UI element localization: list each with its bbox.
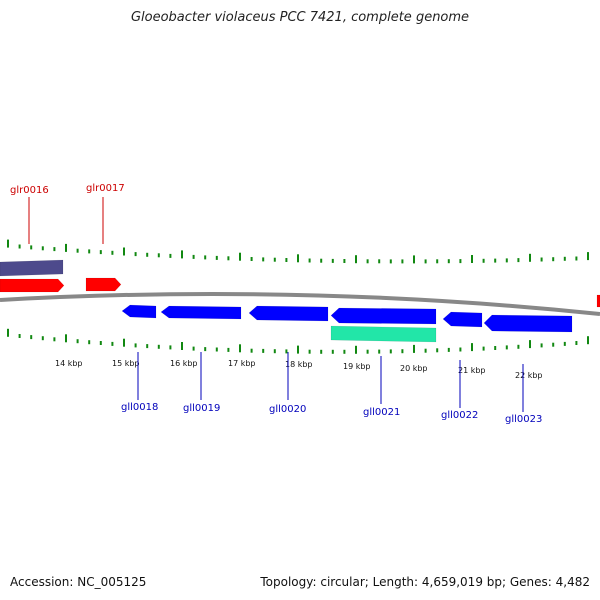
scale-label: 22 kbp (515, 371, 543, 380)
gene-label-glr0017[interactable]: glr0017 (86, 183, 125, 194)
gene-arrow-gll0019[interactable] (160, 305, 242, 320)
gene-arrow-gll0020[interactable] (248, 305, 329, 322)
scale-label: 21 kbp (458, 366, 486, 375)
scale-label: 14 kbp (55, 359, 83, 368)
scale-label: 20 kbp (400, 364, 428, 373)
feature-bar-purple[interactable] (0, 259, 64, 277)
scale-label: 17 kbp (228, 359, 256, 368)
genome-backbone (0, 291, 600, 316)
gene-arrow-glr0017[interactable] (85, 277, 122, 292)
scale-label: 19 kbp (343, 362, 371, 371)
gene-label-glr0016[interactable]: glr0016 (10, 185, 49, 196)
map-title: Gloeobacter violaceus PCC 7421, complete… (130, 10, 470, 25)
gene-label-gll0021[interactable]: gll0021 (363, 407, 400, 418)
gene-arrow-gll0023[interactable] (483, 314, 573, 333)
scale-labels: 14 kbp 15 kbp 16 kbp 17 kbp 18 kbp 19 kb… (55, 359, 543, 380)
gene-arrow-gll0018[interactable] (121, 304, 157, 319)
scale-label: 16 kbp (170, 359, 198, 368)
inner-tick-row (7, 328, 589, 354)
scale-label: 18 kbp (285, 360, 313, 369)
gene-label-gll0018[interactable]: gll0018 (121, 402, 158, 413)
gene-arrow-gll0022[interactable] (442, 311, 483, 328)
gene-label-gll0023[interactable]: gll0023 (505, 414, 542, 425)
forward-gene-labels: glr0016 glr0017 (10, 183, 125, 244)
scale-label: 15 kbp (112, 359, 140, 368)
gene-arrow-gll0021[interactable] (330, 307, 437, 325)
reverse-gene-labels: gll0018 gll0019 gll0020 gll0021 gll0022 … (121, 352, 542, 425)
gene-arrow-forward-left[interactable] (0, 278, 65, 293)
gene-label-gll0022[interactable]: gll0022 (441, 410, 478, 421)
outer-tick-row (7, 239, 589, 264)
feature-bar-teal[interactable] (330, 325, 437, 343)
genome-stats-text: Topology: circular; Length: 4,659,019 bp… (260, 575, 590, 589)
gene-label-gll0020[interactable]: gll0020 (269, 404, 306, 415)
gene-label-gll0019[interactable]: gll0019 (183, 403, 220, 414)
gene-arrow-forward-right[interactable] (596, 294, 600, 308)
accession-text: Accession: NC_005125 (10, 575, 147, 589)
